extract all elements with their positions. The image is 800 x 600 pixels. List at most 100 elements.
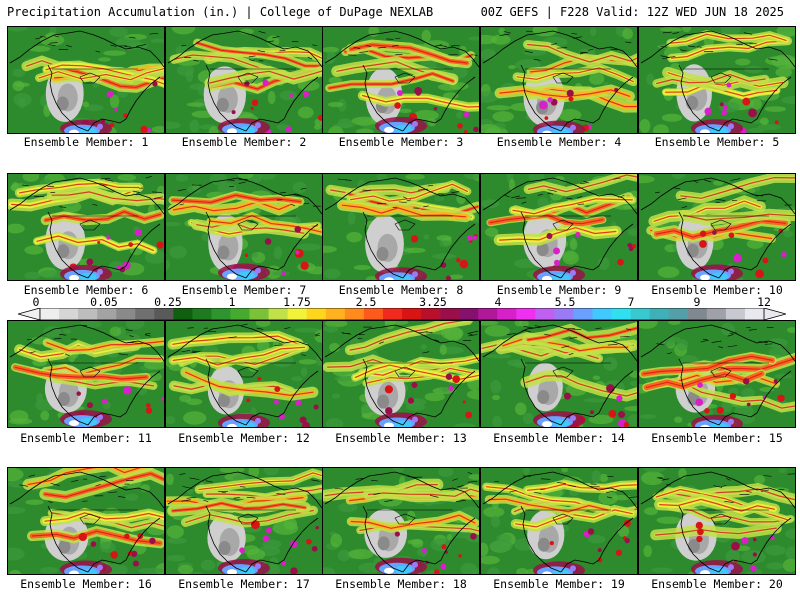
ensemble-member-label: Ensemble Member: 20 (651, 577, 783, 591)
colorbar-swatch (40, 308, 60, 320)
ensemble-map-panel[interactable] (638, 467, 796, 575)
colorbar-swatch (116, 308, 136, 320)
ensemble-map-panel[interactable] (638, 320, 796, 428)
colorbar-swatch (668, 308, 689, 320)
ensemble-map-panel[interactable] (7, 173, 165, 281)
precip-map (481, 321, 637, 427)
ensemble-member-label: Ensemble Member: 7 (181, 283, 307, 297)
precip-map (639, 174, 795, 280)
colorbar-swatch (535, 308, 555, 320)
colorbar-swatch (630, 308, 650, 320)
colorbar-swatch (78, 308, 98, 320)
colorbar-swatch (173, 308, 193, 320)
ensemble-map-panel[interactable] (7, 320, 165, 428)
colorbar-swatch (706, 308, 727, 320)
ensemble-member-label: Ensemble Member: 13 (335, 431, 467, 445)
precip-map (8, 468, 164, 574)
ensemble-map-panel[interactable] (322, 320, 480, 428)
colorbar-max-arrow (763, 308, 786, 320)
ensemble-map-panel[interactable] (165, 467, 323, 575)
ensemble-map-panel[interactable] (165, 26, 323, 134)
precip-map (8, 27, 164, 133)
colorbar-swatch (287, 308, 308, 320)
ensemble-map-panel[interactable] (638, 26, 796, 134)
colorbar-swatch (325, 308, 346, 320)
chart-title: Precipitation Accumulation (in.) | Colle… (7, 5, 434, 19)
precip-map (323, 321, 479, 427)
precip-map (166, 27, 322, 133)
ensemble-map-panel[interactable] (165, 320, 323, 428)
colorbar-swatch (554, 308, 574, 320)
colorbar-swatch (135, 308, 155, 320)
colorbar-swatch (59, 308, 79, 320)
colorbar-swatch (97, 308, 117, 320)
colorbar-swatch (573, 308, 593, 320)
ensemble-map-panel[interactable] (480, 320, 638, 428)
precip-map (639, 468, 795, 574)
colorbar-swatch (268, 308, 288, 320)
colorbar-swatch (516, 308, 536, 320)
colorbar-swatch (725, 308, 746, 320)
colorbar-swatch (192, 308, 212, 320)
colorbar-swatch (363, 308, 384, 320)
ensemble-member-label: Ensemble Member: 16 (20, 577, 152, 591)
ensemble-member-label: Ensemble Member: 19 (493, 577, 625, 591)
precip-colorbar (18, 308, 786, 320)
ensemble-map-panel[interactable] (480, 26, 638, 134)
colorbar-swatch (421, 308, 441, 320)
ensemble-map-panel[interactable] (322, 26, 480, 134)
precip-map (8, 174, 164, 280)
ensemble-map-panel[interactable] (322, 173, 480, 281)
colorbar-tick-label: 1.75 (283, 295, 311, 309)
ensemble-member-label: Ensemble Member: 10 (651, 283, 783, 297)
precip-map (639, 321, 795, 427)
colorbar-tick-label: 9 (693, 295, 701, 309)
ensemble-member-label: Ensemble Member: 14 (493, 431, 625, 445)
ensemble-member-label: Ensemble Member: 2 (181, 135, 307, 149)
colorbar-swatch (249, 308, 269, 320)
colorbar-swatch (154, 308, 174, 320)
precip-map (166, 321, 322, 427)
ensemble-map-panel[interactable] (165, 173, 323, 281)
colorbar-tick-label: 5.5 (554, 295, 576, 309)
colorbar-swatch (440, 308, 460, 320)
colorbar-swatch (306, 308, 327, 320)
precip-map (481, 174, 637, 280)
ensemble-map-panel[interactable] (638, 173, 796, 281)
precip-map (166, 468, 322, 574)
precip-map (323, 27, 479, 133)
colorbar-swatch (230, 308, 250, 320)
colorbar-tick-label: 1 (228, 295, 236, 309)
ensemble-map-panel[interactable] (480, 173, 638, 281)
precip-map (481, 27, 637, 133)
ensemble-map-panel[interactable] (7, 26, 165, 134)
colorbar-tick-label: 12 (757, 295, 771, 309)
colorbar-swatch (592, 308, 612, 320)
ensemble-map-panel[interactable] (480, 467, 638, 575)
ensemble-member-label: Ensemble Member: 17 (178, 577, 310, 591)
colorbar-tick-label: 0 (32, 295, 40, 309)
colorbar-tick-label: 7 (627, 295, 635, 309)
ensemble-member-label: Ensemble Member: 6 (23, 283, 149, 297)
precip-map (323, 468, 479, 574)
ensemble-map-panel[interactable] (322, 467, 480, 575)
colorbar-swatch (211, 308, 231, 320)
colorbar-tick-label: 4 (494, 295, 502, 309)
colorbar-tick-label: 2.5 (355, 295, 377, 309)
ensemble-member-label: Ensemble Member: 3 (338, 135, 464, 149)
precip-map (481, 468, 637, 574)
colorbar-swatch (497, 308, 517, 320)
ensemble-member-label: Ensemble Member: 1 (23, 135, 149, 149)
precip-map (639, 27, 795, 133)
colorbar-tick-label: 0.25 (154, 295, 182, 309)
ensemble-member-label: Ensemble Member: 11 (20, 431, 152, 445)
precip-map (166, 174, 322, 280)
ensemble-member-label: Ensemble Member: 18 (335, 577, 467, 591)
colorbar-swatch (744, 308, 765, 320)
colorbar-swatch (402, 308, 422, 320)
precip-map (323, 174, 479, 280)
ensemble-map-panel[interactable] (7, 467, 165, 575)
colorbar-swatch (687, 308, 708, 320)
colorbar-tick-label: 0.05 (90, 295, 118, 309)
colorbar-swatch (649, 308, 670, 320)
